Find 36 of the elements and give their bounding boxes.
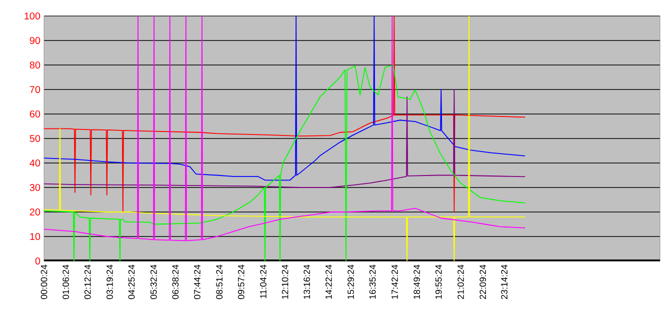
x-tick-label: 12:10:24 [282, 264, 288, 299]
x-tick-label: 16:35:24 [369, 264, 376, 299]
x-tick-label: 22:09:24 [480, 264, 486, 299]
x-tick-label: 05:32:24 [150, 264, 157, 300]
x-tick-label: 01:06:24 [62, 264, 69, 300]
line-series [44, 16, 526, 181]
x-tick-label: 03:19:24 [106, 264, 113, 300]
x-tick-label: 11:04:24 [260, 264, 266, 298]
y-tick-label: 60 [30, 110, 40, 118]
y-tick-label: 50 [30, 134, 40, 142]
y-tick-label: 0 [35, 257, 40, 265]
y-tick-label: 10 [30, 232, 40, 240]
x-tick-label: 06:38:24 [172, 264, 179, 300]
y-tick-label: 40 [30, 159, 40, 167]
x-tick-label: 14:22:24 [325, 264, 332, 299]
y-tick-label: 80 [30, 61, 40, 69]
line-series [44, 89, 526, 188]
x-tick-label: 09:57:24 [238, 264, 244, 300]
x-tick-label: 08:51:24 [216, 264, 223, 300]
y-tick-label: 90 [30, 36, 40, 44]
x-tick-label: 04:25:24 [128, 264, 135, 300]
x-tick-label: 13:16:24 [304, 264, 310, 299]
x-tick-label: 19:55:24 [435, 264, 442, 299]
x-tick-label: 00:00:24 [40, 264, 48, 300]
x-tick-label: 18:49:24 [414, 264, 420, 299]
x-tick-label: 23:14:24 [501, 264, 508, 299]
y-tick-label: 20 [30, 208, 40, 216]
line-series [44, 64, 526, 261]
x-tick-label: 02:12:24 [84, 264, 91, 300]
x-tick-label: 17:42:24 [392, 264, 398, 299]
y-tick-label: 30 [30, 184, 40, 192]
x-tick-label: 15:29:24 [348, 264, 354, 299]
x-tick-label: 21:02:24 [458, 264, 464, 299]
x-tick-label: 07:44:24 [194, 264, 200, 300]
y-tick-label: 70 [30, 86, 40, 94]
y-tick-label: 100 [24, 12, 40, 20]
